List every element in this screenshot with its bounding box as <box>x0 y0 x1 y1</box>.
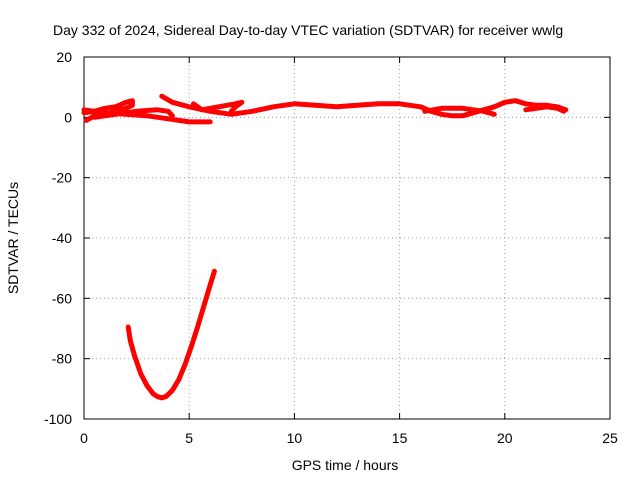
x-tick-label: 0 <box>80 430 88 446</box>
x-tick-label: 25 <box>602 430 618 446</box>
x-tick-label: 10 <box>287 430 303 446</box>
x-tick-label: 15 <box>392 430 408 446</box>
x-axis-label: GPS time / hours <box>292 457 399 473</box>
chart-title: Day 332 of 2024, Sidereal Day-to-day VTE… <box>53 22 563 38</box>
series-line-track-2 <box>81 107 213 125</box>
series-line-track-7 <box>523 104 567 114</box>
axis-ticks: 0 5 10 15 20 25 -100 -80 -60 -40 -20 0 20 <box>44 49 618 446</box>
data-series <box>81 93 569 401</box>
series-line-track-3 <box>92 107 175 120</box>
grid-lines <box>84 57 610 419</box>
y-tick-label: 0 <box>64 109 72 125</box>
series-line-track-6 <box>422 105 497 117</box>
y-tick-label: -20 <box>52 170 72 186</box>
series-line-track-5 <box>190 99 245 114</box>
y-tick-label: -80 <box>52 351 72 367</box>
y-tick-label: -60 <box>52 290 72 306</box>
x-tick-label: 5 <box>185 430 193 446</box>
x-tick-label: 20 <box>497 430 513 446</box>
series-line-track-8 <box>125 268 217 401</box>
y-tick-label: -100 <box>44 411 72 427</box>
y-tick-label: 20 <box>56 49 72 65</box>
y-tick-label: -40 <box>52 230 72 246</box>
y-axis-label: SDTVAR / TECUs <box>5 182 21 294</box>
